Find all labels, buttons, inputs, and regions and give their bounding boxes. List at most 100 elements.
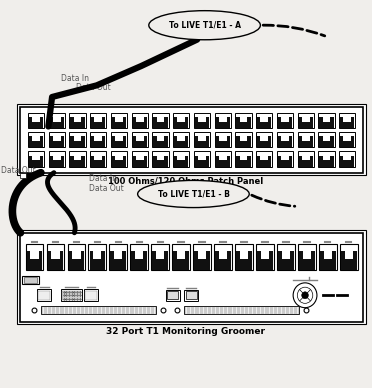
Bar <box>278 136 292 147</box>
Bar <box>177 117 185 121</box>
Bar <box>215 113 231 128</box>
Bar <box>318 151 334 166</box>
Bar <box>320 251 336 270</box>
Text: Data Out: Data Out <box>89 184 124 193</box>
Bar <box>85 291 97 300</box>
Bar <box>186 291 197 299</box>
Bar <box>341 251 356 270</box>
Bar <box>37 289 51 301</box>
Bar <box>257 117 271 128</box>
Bar <box>132 132 148 147</box>
Bar <box>184 290 198 301</box>
Bar <box>195 117 209 128</box>
Bar <box>219 251 227 259</box>
Bar <box>20 173 26 178</box>
Bar <box>319 136 334 147</box>
Bar <box>136 155 144 160</box>
Bar <box>109 244 127 270</box>
Bar <box>132 117 147 128</box>
Bar <box>151 244 169 270</box>
Bar <box>89 244 106 270</box>
Bar <box>72 251 80 259</box>
Bar <box>236 136 251 147</box>
Bar <box>136 117 144 121</box>
Bar <box>32 155 40 160</box>
Bar <box>216 136 230 147</box>
Circle shape <box>297 287 313 303</box>
Bar <box>215 132 231 147</box>
Bar <box>240 117 247 121</box>
Bar <box>174 136 188 147</box>
Bar <box>62 291 81 300</box>
Bar <box>240 251 248 259</box>
Bar <box>319 117 334 128</box>
Bar <box>153 117 167 128</box>
Bar <box>90 132 106 147</box>
Bar <box>198 155 206 160</box>
Bar <box>173 151 189 166</box>
Bar <box>91 136 105 147</box>
Bar <box>74 117 81 121</box>
Bar <box>323 136 330 141</box>
Bar <box>110 251 126 270</box>
Bar <box>173 113 189 128</box>
Bar <box>132 113 148 128</box>
Bar <box>91 117 105 128</box>
Bar <box>84 289 98 301</box>
Bar <box>90 251 105 270</box>
Bar <box>299 136 313 147</box>
Bar <box>132 136 147 147</box>
Bar <box>111 132 127 147</box>
Bar <box>157 117 164 121</box>
Bar <box>94 136 102 141</box>
Bar <box>53 117 61 121</box>
Bar <box>17 104 366 175</box>
Bar <box>343 117 351 121</box>
Bar <box>235 132 251 147</box>
Bar <box>257 156 271 166</box>
Bar <box>277 151 293 166</box>
Bar <box>49 156 64 166</box>
Bar <box>340 156 354 166</box>
Bar <box>70 117 84 128</box>
Bar <box>236 117 251 128</box>
Bar <box>48 251 63 270</box>
Bar <box>277 132 293 147</box>
Bar <box>32 136 40 141</box>
Bar <box>319 244 337 270</box>
Bar <box>30 251 39 259</box>
Bar <box>282 251 290 259</box>
Bar <box>260 117 268 121</box>
Bar <box>340 136 354 147</box>
Bar <box>90 151 106 166</box>
Bar <box>28 132 44 147</box>
Bar <box>281 117 289 121</box>
Bar <box>343 136 351 141</box>
Bar <box>22 276 39 284</box>
Bar <box>261 251 269 259</box>
Bar <box>299 156 313 166</box>
Bar <box>27 251 42 270</box>
Bar <box>260 136 268 141</box>
Bar <box>339 151 355 166</box>
Circle shape <box>293 283 317 308</box>
Bar <box>319 156 334 166</box>
Bar <box>49 117 64 128</box>
Bar <box>323 155 330 160</box>
Bar <box>173 251 189 270</box>
Bar <box>298 151 314 166</box>
Bar <box>194 132 210 147</box>
Bar <box>38 291 50 300</box>
Bar <box>166 290 180 301</box>
Bar <box>172 244 190 270</box>
Bar <box>53 136 61 141</box>
Text: 32 Port T1 Monitoring Groomer: 32 Port T1 Monitoring Groomer <box>106 327 266 336</box>
Bar <box>91 156 105 166</box>
Bar <box>235 151 251 166</box>
Bar <box>177 136 185 141</box>
Bar <box>318 132 334 147</box>
Bar <box>17 230 366 324</box>
Bar <box>219 117 227 121</box>
Text: Data In: Data In <box>61 74 89 83</box>
Bar <box>303 251 311 259</box>
